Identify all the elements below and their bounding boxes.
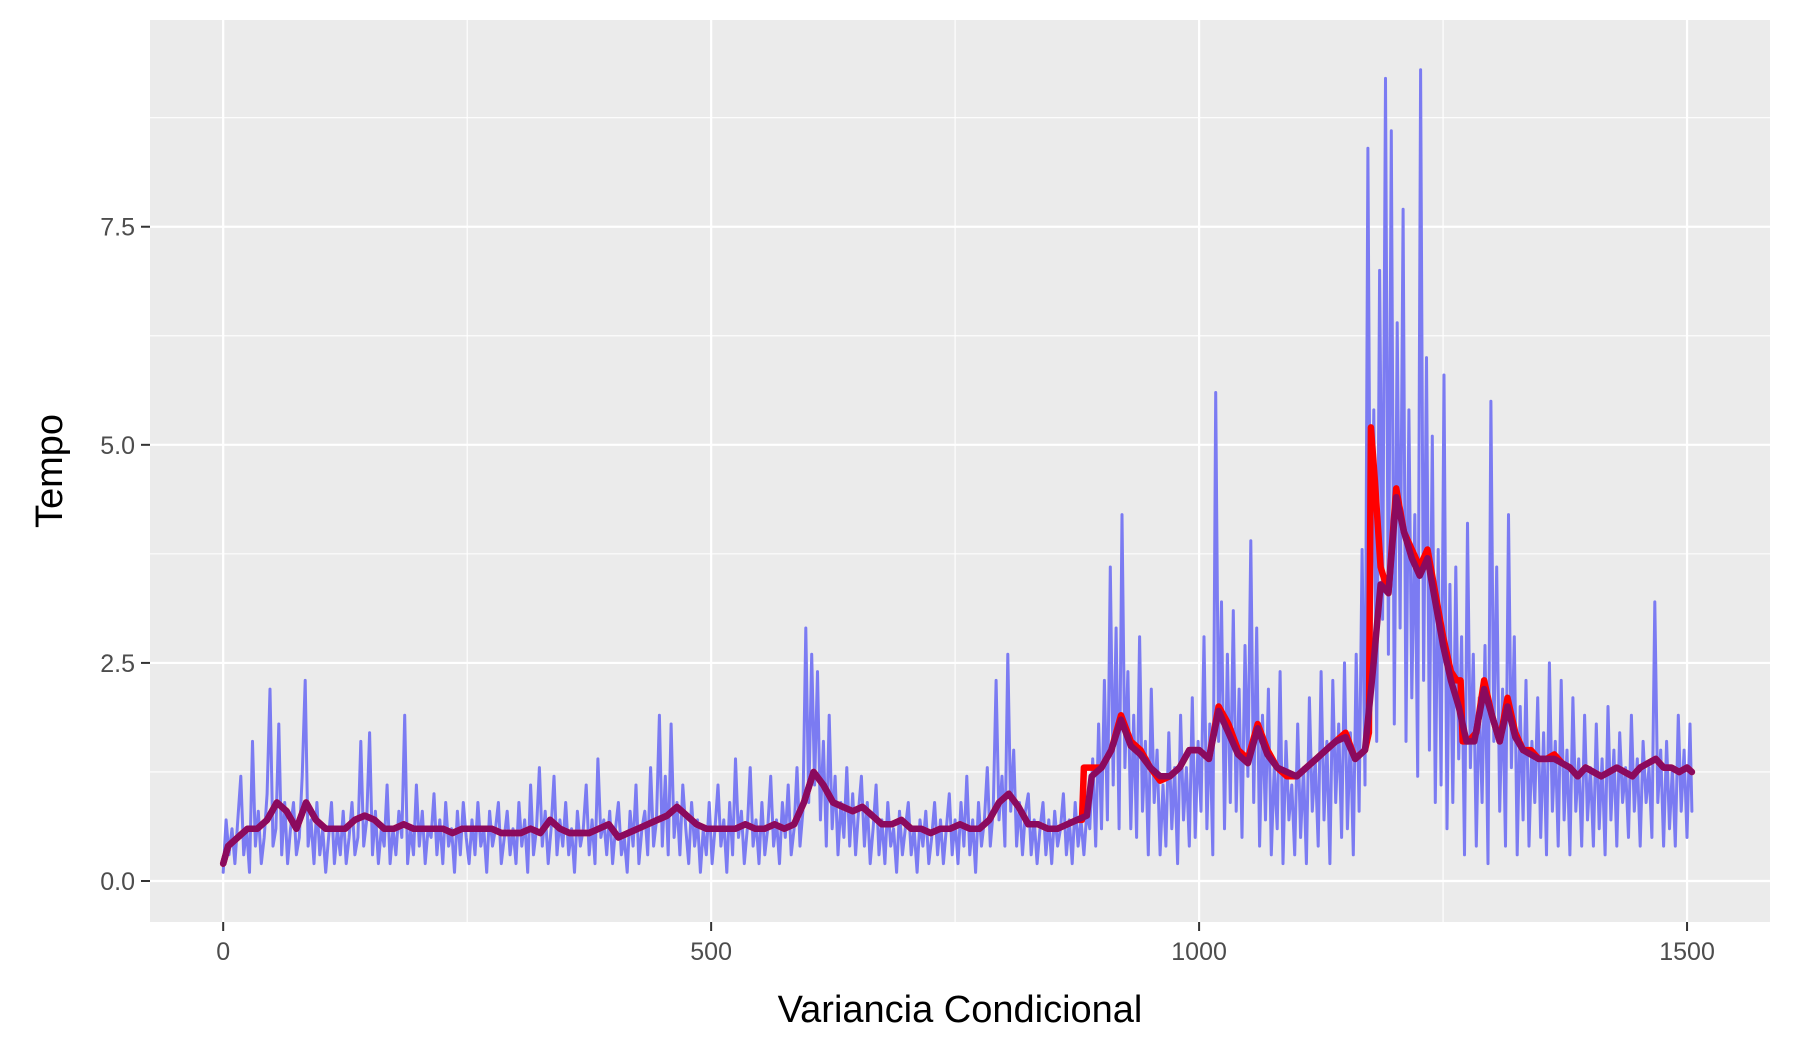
x-axis: 0 500 1000 1500 — [216, 922, 1715, 966]
x-tick-label: 1000 — [1171, 938, 1227, 966]
y-axis-title: Tempo — [29, 414, 71, 528]
x-tick-label: 0 — [216, 938, 230, 966]
series-layer — [219, 68, 1696, 874]
y-axis: 0.0 2.5 5.0 7.5 — [100, 214, 150, 896]
x-axis-title: Variancia Condicional — [778, 989, 1143, 1031]
y-tick-label: 0.0 — [100, 868, 135, 896]
y-tick-label: 5.0 — [100, 432, 135, 460]
series-line-3 — [219, 493, 1696, 867]
x-tick-label: 1500 — [1659, 938, 1715, 966]
y-tick-label: 2.5 — [100, 650, 135, 678]
series-line-1 — [221, 68, 1694, 874]
y-tick-label: 7.5 — [100, 214, 135, 242]
x-tick-label: 500 — [690, 938, 732, 966]
